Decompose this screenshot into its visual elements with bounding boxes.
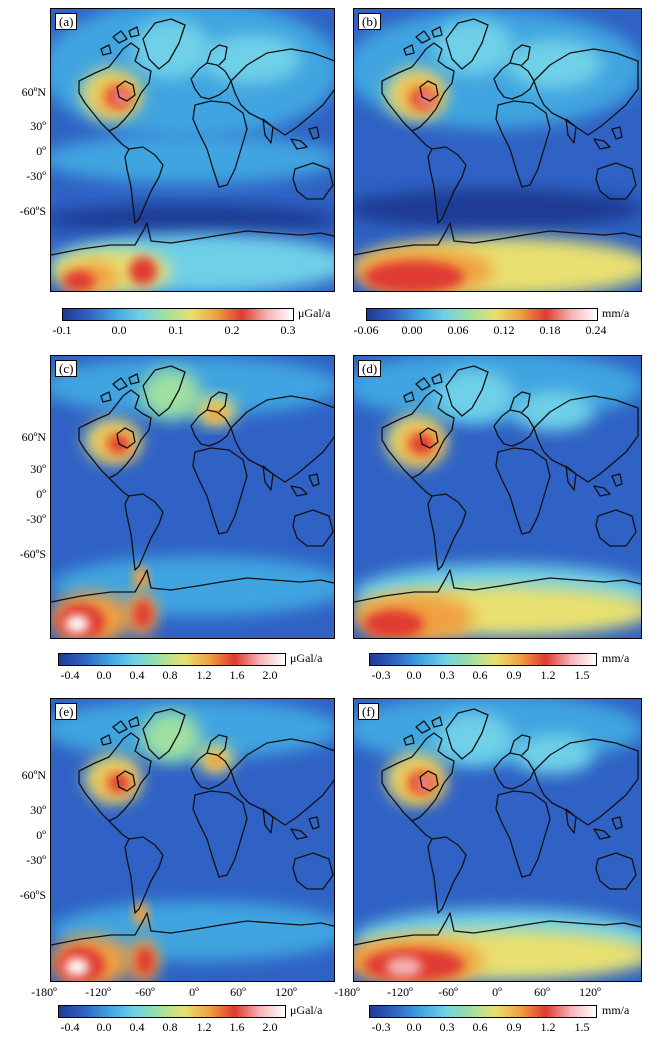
colorbar-tick: 0.9 [506, 1020, 522, 1034]
lon-tick: -120º [387, 985, 413, 999]
lat-tick: 0º [36, 487, 46, 501]
colorbar-tick: 0.2 [224, 323, 240, 337]
lon-tick: 120º [579, 985, 601, 999]
colorbar-tick: -0.1 [52, 323, 72, 337]
colorbar-tick: 0.6 [472, 668, 488, 682]
colorbar-tick: 0.4 [129, 1020, 145, 1034]
colorbar-tick: 0.9 [506, 668, 522, 682]
colorbar-tick: 0.8 [162, 1020, 178, 1034]
lon-tick: 120º [275, 985, 297, 999]
colorbar-unit: μGal/a [298, 306, 331, 320]
colorbar-unit: mm/a [602, 651, 630, 665]
colorbar-gradient [58, 653, 286, 666]
colorbar-gradient [366, 308, 598, 321]
map-c-field [51, 356, 334, 638]
map-e-field [51, 699, 334, 981]
map-panel-b: (b) [353, 8, 642, 292]
colorbar-unit: mm/a [602, 306, 630, 320]
colorbar-tick: 2.0 [262, 668, 278, 682]
colorbar-gradient [369, 653, 597, 666]
colorbar-tick: 0.1 [168, 323, 184, 337]
lat-tick: -60ºS [19, 547, 46, 561]
colorbar-tick: 0.3 [439, 1020, 455, 1034]
colorbar-tick: 0.0 [406, 1020, 422, 1034]
lon-tick: -60º [438, 985, 458, 999]
colorbar-gradient [62, 308, 294, 321]
panel-label: (f) [358, 703, 379, 720]
map-d-field [354, 356, 641, 638]
colorbar-tick: 0.00 [401, 323, 423, 337]
colorbar-tick: 0.0 [406, 668, 422, 682]
map-panel-d: (d) [353, 355, 642, 639]
map-panel-e: (e) [50, 698, 335, 982]
lon-tick: 60º [230, 985, 246, 999]
colorbar-tick: -0.4 [60, 1020, 80, 1034]
panel-label: (b) [358, 13, 382, 30]
colorbar-tick: 1.5 [574, 1020, 590, 1034]
colorbar-tick: 0.3 [439, 668, 455, 682]
colorbar-tick: -0.3 [371, 668, 391, 682]
lat-tick: 0º [36, 144, 46, 158]
colorbar-tick: 0.06 [447, 323, 469, 337]
lon-tick: -120º [85, 985, 111, 999]
lon-tick: 0º [492, 985, 502, 999]
lat-tick: 30º [30, 462, 46, 476]
colorbar-tick: 0.0 [96, 668, 112, 682]
colorbar-unit: μGal/a [290, 1003, 323, 1017]
colorbar-tick: -0.4 [60, 668, 80, 682]
colorbar-tick: 0.6 [472, 1020, 488, 1034]
lon-tick: -180º [334, 985, 360, 999]
colorbar-tick: 0.12 [493, 323, 515, 337]
colorbar-tick: 1.5 [574, 668, 590, 682]
map-panel-f: (f) [353, 698, 642, 982]
colorbar-tick: 1.6 [229, 1020, 245, 1034]
panel-label: (e) [55, 703, 78, 720]
colorbar-tick: 1.2 [196, 1020, 212, 1034]
lon-tick: -60º [135, 985, 155, 999]
lat-tick: 30º [30, 119, 46, 133]
colorbar-tick: 0.4 [129, 668, 145, 682]
lon-tick: 0º [189, 985, 199, 999]
colorbar-tick: 2.0 [262, 1020, 278, 1034]
colorbar-tick: -0.3 [371, 1020, 391, 1034]
colorbar-tick: 1.2 [196, 668, 212, 682]
panel-label: (c) [55, 360, 78, 377]
lat-tick: -30º [26, 512, 46, 526]
lat-tick: -30º [26, 853, 46, 867]
colorbar-tick: -0.06 [353, 323, 379, 337]
map-panel-c: (c) [50, 355, 335, 639]
colorbar-tick: 1.2 [540, 1020, 556, 1034]
colorbar-tick: 0.3 [280, 323, 296, 337]
lat-tick: -60ºS [19, 888, 46, 902]
lat-tick: -60ºS [19, 204, 46, 218]
lat-tick: 60ºN [21, 768, 46, 782]
colorbar-unit: mm/a [602, 1003, 630, 1017]
colorbar-tick: 0.8 [162, 668, 178, 682]
lat-tick: -30º [26, 169, 46, 183]
map-a-field [51, 9, 334, 291]
colorbar-tick: 1.2 [540, 668, 556, 682]
lat-tick: 0º [36, 828, 46, 842]
lon-tick: -180º [31, 985, 57, 999]
colorbar-gradient [58, 1005, 286, 1018]
lon-tick: 60º [534, 985, 550, 999]
panel-label: (d) [358, 360, 382, 377]
colorbar-gradient [369, 1005, 597, 1018]
lat-tick: 60ºN [21, 430, 46, 444]
lat-tick: 30º [30, 803, 46, 817]
map-f-field [354, 699, 641, 981]
colorbar-unit: μGal/a [290, 651, 323, 665]
colorbar-tick: 0.24 [585, 323, 607, 337]
colorbar-tick: 0.18 [539, 323, 561, 337]
lat-tick: 60ºN [21, 85, 46, 99]
colorbar-tick: 0.0 [111, 323, 127, 337]
map-b-field [354, 9, 641, 291]
map-panel-a: (a) [50, 8, 335, 292]
colorbar-tick: 1.6 [229, 668, 245, 682]
panel-label: (a) [55, 13, 78, 30]
colorbar-tick: 0.0 [96, 1020, 112, 1034]
